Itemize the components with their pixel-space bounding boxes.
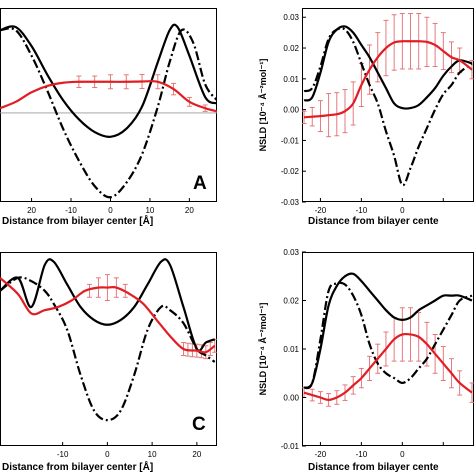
y-tick-label: -0.02 [281, 167, 300, 176]
x-tick-label: -10 [356, 206, 368, 215]
x-tick-label: -10 [65, 206, 77, 215]
peptide-profile-line [0, 80, 217, 113]
x-axis-label: Distance from bilayer cente [308, 216, 439, 227]
y-axis-label: NSLD [10⁻⁴ Å⁻²mol⁻¹] [258, 303, 268, 396]
total-profile-line [303, 25, 473, 110]
x-tick-label: 20 [185, 206, 194, 215]
plot-frame [302, 8, 474, 202]
panel-letter: A [193, 173, 207, 194]
x-tick-label: -10 [356, 450, 368, 459]
dashdot-profile-line [303, 27, 473, 187]
x-tick-label: 20 [192, 450, 201, 459]
panel-d: -20 -10 0 -0.01 0.00 0.01 0.02 0.03 Distance fro… [258, 248, 474, 473]
x-axis-label: Distance from bilayer center [Å] [2, 460, 153, 473]
peptide-profile-line [303, 40, 473, 119]
dashdot-profile-line [0, 276, 216, 422]
y-tick-label: -0.01 [281, 136, 300, 145]
total-profile-line [0, 258, 216, 352]
plot-frame [0, 8, 217, 202]
plot-area [302, 13, 474, 187]
panel-b: -20 -10 0 -0.03 -0.02 -0.01 0.00 0.01 0.02 0.03 Di… [258, 8, 474, 227]
x-tick-label: 10 [148, 450, 157, 459]
x-tick-label: 0 [400, 450, 405, 459]
y-tick-label: 0.00 [283, 394, 299, 403]
plot-frame [302, 252, 474, 446]
dashdot-profile-line [0, 27, 217, 199]
x-tick-label: 20 [27, 206, 36, 215]
x-tick-label: -20 [315, 206, 327, 215]
panel-a: 20 -10 0 10 20 A Distance from bilayer center … [0, 8, 217, 227]
x-tick-label: 10 [145, 206, 154, 215]
x-axis-label: Distance from bilayer center [Å] [2, 214, 153, 227]
x-tick-label: 0 [108, 206, 113, 215]
y-tick-label: -0.03 [281, 198, 300, 207]
dashdot-profile-line [303, 281, 473, 390]
panel-c: -10 0 10 20 C Distance from bilayer center [Å… [0, 252, 217, 473]
y-tick-label: -0.01 [281, 442, 300, 451]
y-axis-label: NSLD [10⁻⁴ Å⁻²mol⁻¹] [258, 59, 268, 152]
plot-frame [0, 252, 217, 446]
plot-area [302, 272, 474, 407]
peptide-profile-line [303, 332, 473, 402]
y-tick-label: 0.01 [283, 345, 299, 354]
total-profile-line [0, 23, 217, 138]
peptide-profile-line [0, 277, 216, 354]
x-axis-label: Distance from bilayer cente [308, 462, 439, 473]
y-tick-label: 0.02 [283, 297, 299, 306]
y-tick-label: 0.03 [283, 13, 299, 22]
x-tick-label: -10 [57, 450, 69, 459]
plot-area [0, 23, 217, 199]
panel-letter: C [192, 414, 206, 435]
plot-area [0, 258, 217, 422]
y-tick-label: 0.02 [283, 44, 299, 53]
x-tick-label: -20 [315, 450, 327, 459]
x-tick-label: 0 [400, 206, 405, 215]
y-tick-label: 0.01 [283, 75, 299, 84]
total-profile-line [303, 272, 473, 389]
y-tick-label: 0.00 [283, 106, 299, 115]
x-tick-label: 0 [105, 450, 110, 459]
y-tick-label: 0.03 [283, 248, 299, 257]
